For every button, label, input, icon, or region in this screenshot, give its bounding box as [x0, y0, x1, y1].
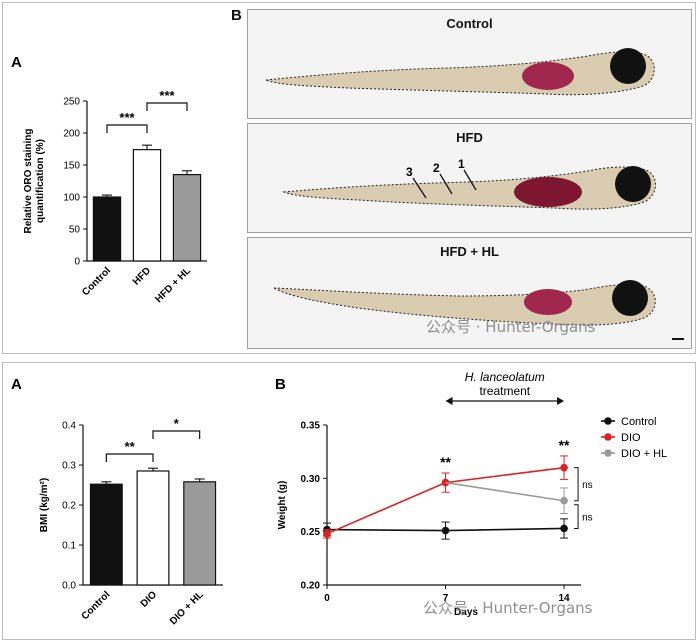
- ns-label: ns: [582, 480, 593, 491]
- panel-label-a: A: [11, 376, 22, 393]
- legend-label: Control: [621, 416, 656, 428]
- significance-label: **: [440, 454, 451, 470]
- data-point: [441, 526, 450, 535]
- treatment-arrowhead-left: [445, 397, 453, 405]
- x-tick-label: HFD: [131, 265, 153, 287]
- legend-label: DIO + HL: [621, 448, 667, 460]
- ns-bracket: [574, 467, 579, 502]
- bottom-figure-panel: A 0.0 0.1 0.2 0.3 0.4 BMI (kg/m²) Control DIO DIO…: [2, 362, 696, 640]
- legend-label: DIO: [621, 432, 641, 444]
- data-point: [441, 478, 450, 487]
- weight-line-chart: B 0.20 0.25 0.30 0.35 0 7 14 Days Weight (g) H. la…: [275, 370, 667, 618]
- significance-label: **: [125, 439, 136, 454]
- treatment-label-species: H. lanceolatum: [465, 370, 545, 384]
- y-tick-label: 200: [63, 129, 80, 140]
- y-axis-label-line: Relative ORO staining: [23, 128, 34, 233]
- x-tick-label: 7: [443, 593, 449, 604]
- x-tick-label: 0: [324, 593, 330, 604]
- y-tick-label: 250: [63, 97, 80, 108]
- data-point: [560, 496, 568, 505]
- legend-marker: [604, 433, 612, 441]
- significance-bracket: [152, 430, 201, 439]
- significance-label: *: [174, 416, 180, 431]
- bar: [92, 196, 122, 262]
- fish-marker-2: 2: [433, 161, 440, 175]
- fish-panel-title: HFD + HL: [440, 244, 499, 259]
- bar: [172, 174, 202, 262]
- y-tick-label: 0.4: [62, 421, 76, 432]
- fish-marker-1: 1: [458, 157, 465, 171]
- fish-panel-hfd-hl: HFD + HL 公众号 · Hunter-Organs: [247, 237, 692, 349]
- panel-label-b: B: [231, 7, 242, 24]
- watermark: 公众号 · Hunter-Organs: [426, 318, 596, 336]
- data-point: [323, 530, 331, 538]
- zebrafish-image: [273, 280, 684, 340]
- x-tick-label: Control: [80, 265, 113, 298]
- y-tick-label: 0.25: [301, 527, 321, 538]
- bar: [89, 483, 123, 586]
- significance-bracket: [106, 124, 148, 133]
- y-axis-label: Weight (g): [277, 481, 288, 530]
- significance-bracket: [146, 102, 188, 111]
- y-axis-label: Relative ORO stainingquantification (%): [23, 128, 46, 233]
- bar: [183, 481, 217, 586]
- treatment-arrowhead-right: [557, 397, 565, 405]
- y-axis-label-line: quantification (%): [35, 139, 46, 223]
- fish-panel-title: Control: [446, 16, 493, 31]
- y-tick-label: 0.0: [62, 581, 76, 592]
- y-tick-label: 100: [63, 193, 80, 204]
- x-axis-label: Days: [454, 607, 478, 618]
- y-tick-label: 0.35: [301, 421, 321, 432]
- x-tick-label: 14: [559, 593, 571, 604]
- fish-panel-title: HFD: [456, 130, 483, 145]
- watermark: 公众号 · Hunter-Organs: [423, 599, 593, 617]
- zebrafish-image: 3 2 1: [282, 157, 656, 210]
- top-figure-panel: A 0 50 100 150 200 250 Relative ORO stainingqua…: [2, 2, 696, 354]
- panel-label-a: A: [11, 54, 22, 71]
- bar: [132, 149, 162, 262]
- legend-marker: [604, 417, 612, 425]
- treatment-label: treatment: [479, 384, 530, 398]
- bar: [136, 470, 170, 586]
- y-tick-label: 50: [69, 225, 81, 236]
- y-tick-label: 150: [63, 161, 80, 172]
- significance-label: **: [559, 437, 570, 453]
- significance-label: ***: [119, 110, 135, 125]
- series-line: [445, 481, 565, 502]
- oro-bar-chart: A 0 50 100 150 200 250 Relative ORO stainingqua…: [11, 54, 207, 305]
- y-axis-label: BMI (kg/m²): [39, 478, 50, 532]
- y-tick-label: 0.2: [62, 501, 76, 512]
- significance-label: ***: [159, 88, 175, 103]
- data-point: [560, 463, 568, 472]
- y-tick-label: 0.3: [62, 461, 76, 472]
- y-tick-label: 0: [74, 257, 80, 268]
- significance-bracket: [105, 453, 154, 462]
- legend-marker: [604, 449, 612, 457]
- panel-label-b: B: [275, 376, 286, 393]
- data-point: [560, 524, 568, 533]
- x-tick-label: HFD + HL: [153, 265, 193, 305]
- ns-bracket: [574, 504, 579, 529]
- y-tick-label: 0.30: [301, 474, 321, 485]
- fish-panel-hfd: HFD 3 2 1: [247, 123, 692, 233]
- zebrafish-image: [265, 48, 655, 96]
- y-tick-label: 0.20: [301, 581, 321, 592]
- fish-panel-control: Control: [247, 9, 692, 119]
- y-tick-label: 0.1: [62, 541, 76, 552]
- fish-marker-3: 3: [406, 165, 413, 179]
- ns-label: ns: [582, 513, 593, 524]
